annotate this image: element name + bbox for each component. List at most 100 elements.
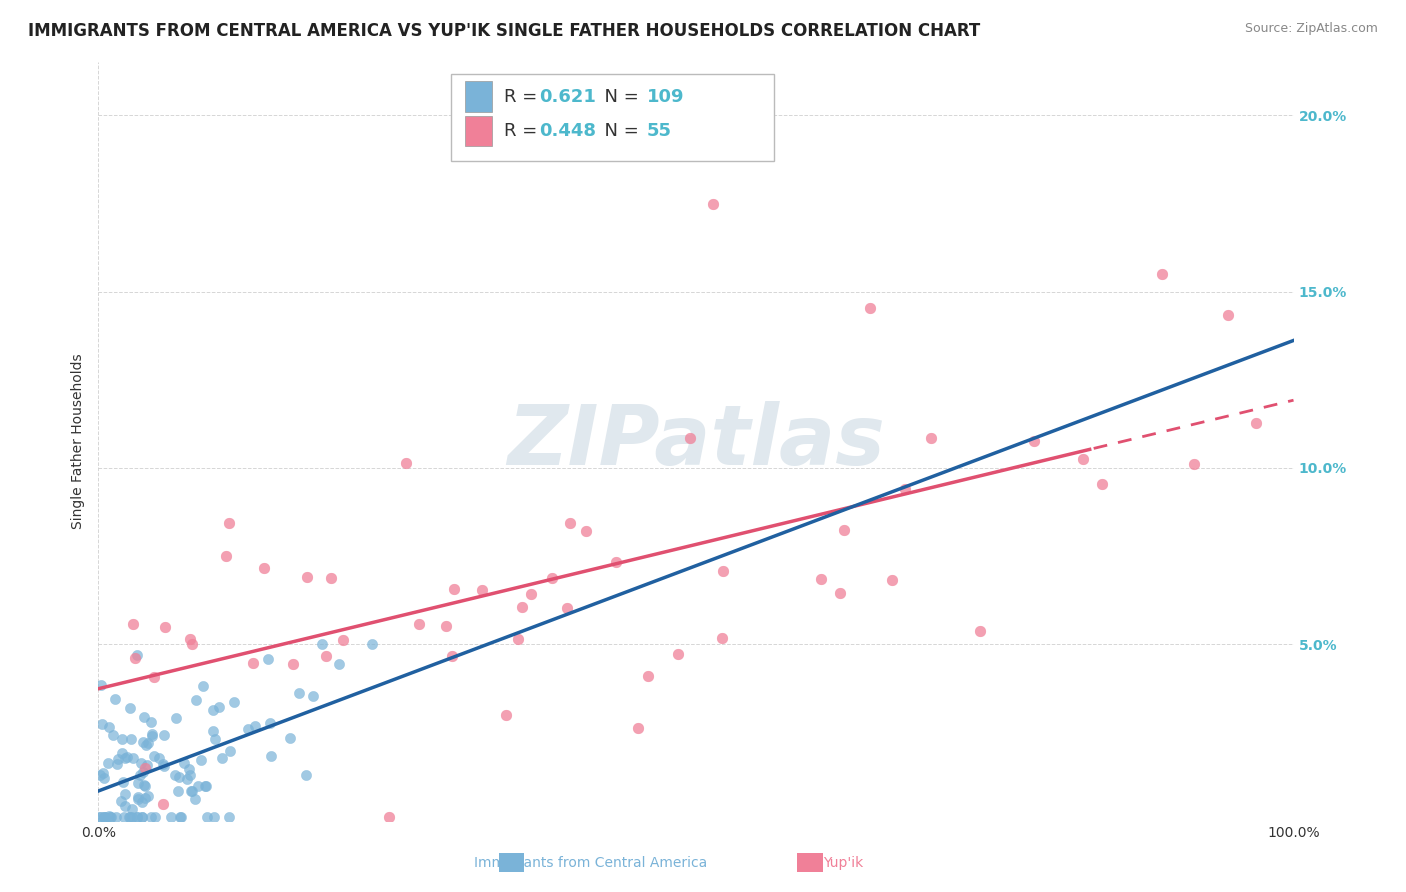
Point <box>127 791 149 805</box>
Point <box>520 586 543 600</box>
Point <box>295 768 318 782</box>
Point <box>180 784 202 798</box>
Point <box>180 783 202 797</box>
Point <box>134 760 156 774</box>
Point <box>242 657 264 671</box>
Point <box>666 647 689 661</box>
Point <box>495 707 517 722</box>
Point <box>97 720 120 734</box>
Point <box>243 719 266 733</box>
Point <box>141 714 163 729</box>
Point <box>219 744 242 758</box>
Text: 55: 55 <box>647 121 672 140</box>
Point <box>125 810 148 824</box>
Point <box>93 810 115 824</box>
Point <box>173 756 195 770</box>
Point <box>145 810 167 824</box>
Point <box>184 792 207 806</box>
Point <box>1091 477 1114 491</box>
Point <box>711 631 734 645</box>
Point <box>120 731 142 746</box>
Point <box>131 735 153 749</box>
Text: 0.621: 0.621 <box>540 87 596 105</box>
Point <box>98 810 121 824</box>
Point <box>121 751 143 765</box>
Point <box>167 770 190 784</box>
Point <box>101 729 124 743</box>
Point <box>100 810 122 824</box>
Point <box>969 624 991 639</box>
Point <box>218 516 240 530</box>
Point <box>114 787 136 801</box>
Point <box>1152 267 1174 281</box>
Point <box>441 649 464 664</box>
Point <box>260 749 283 764</box>
Point <box>218 810 240 824</box>
Point <box>91 716 114 731</box>
Point <box>187 779 209 793</box>
Point <box>94 810 117 824</box>
Point <box>89 810 111 824</box>
Point <box>434 619 457 633</box>
Point <box>215 549 238 564</box>
Point <box>195 810 218 824</box>
Point <box>222 695 245 709</box>
Point <box>125 648 148 662</box>
Point <box>165 710 187 724</box>
Point <box>93 772 115 786</box>
Point <box>134 790 156 805</box>
Point <box>252 560 274 574</box>
Point <box>153 728 176 742</box>
Text: N =: N = <box>593 87 645 105</box>
Point <box>141 810 163 824</box>
Point <box>98 808 121 822</box>
Point <box>141 729 163 743</box>
Point <box>236 723 259 737</box>
Point <box>105 756 128 771</box>
Point <box>508 632 530 647</box>
Point <box>152 797 174 811</box>
Point <box>627 721 650 735</box>
Point <box>257 651 280 665</box>
Point <box>283 657 305 671</box>
Point <box>111 775 134 789</box>
Text: 109: 109 <box>647 87 685 105</box>
Point <box>128 768 150 782</box>
Point <box>810 572 832 586</box>
Point <box>302 689 325 703</box>
Point <box>202 810 225 824</box>
Point <box>179 632 201 646</box>
Point <box>127 789 149 804</box>
Point <box>832 524 855 538</box>
Point <box>575 524 598 539</box>
Point <box>89 810 111 824</box>
Point <box>148 750 170 764</box>
Text: 0.448: 0.448 <box>540 121 596 140</box>
Point <box>134 710 156 724</box>
Point <box>328 657 350 671</box>
Point <box>1218 308 1240 322</box>
Point <box>880 573 903 587</box>
Text: N =: N = <box>593 121 645 140</box>
Point <box>179 768 201 782</box>
Point <box>90 678 112 692</box>
Point <box>510 599 533 614</box>
Point <box>170 810 193 824</box>
Point <box>131 810 153 824</box>
Point <box>114 750 136 764</box>
Point <box>166 784 188 798</box>
Point <box>135 757 157 772</box>
Point <box>830 586 852 600</box>
Point <box>332 633 354 648</box>
Point <box>131 810 153 824</box>
Point <box>142 670 165 684</box>
Point <box>153 758 176 772</box>
Text: IMMIGRANTS FROM CENTRAL AMERICA VS YUP'IK SINGLE FATHER HOUSEHOLDS CORRELATION C: IMMIGRANTS FROM CENTRAL AMERICA VS YUP'I… <box>28 22 980 40</box>
Point <box>443 582 465 596</box>
Point <box>141 727 163 741</box>
Point <box>152 756 174 771</box>
Point <box>135 738 157 752</box>
FancyBboxPatch shape <box>451 74 773 161</box>
Point <box>259 715 281 730</box>
Point <box>134 779 156 793</box>
